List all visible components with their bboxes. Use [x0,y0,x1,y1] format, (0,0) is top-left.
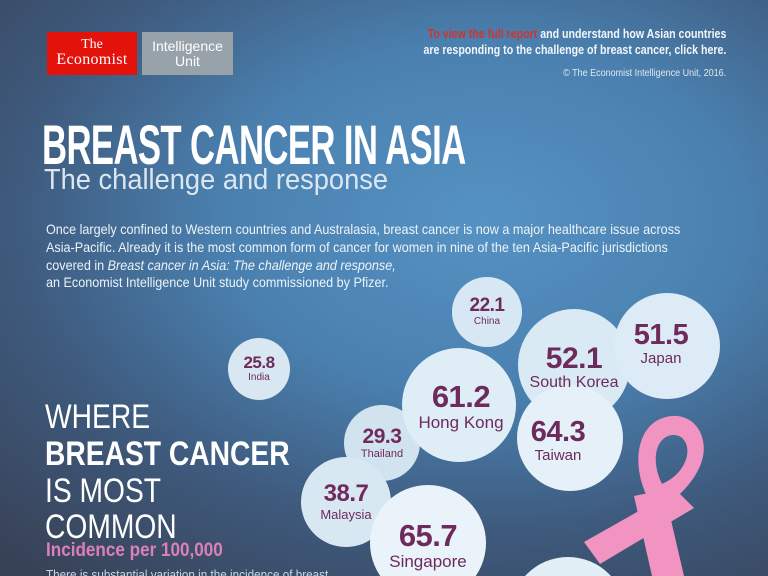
economist-logo: The Economist [47,32,137,75]
bubble-value: 52.1 [545,341,603,375]
eiu-logo-box: Intelligence Unit [142,32,233,75]
intro-line1: Once largely confined to Western countri… [46,221,681,237]
report-callout-rest[interactable]: and understand how Asian countries [536,27,726,41]
copyright-line: © The Economist Intelligence Unit, 2016. [562,68,726,79]
section-note-partial: There is substantial variation in the in… [46,567,329,576]
report-title-italic: Breast cancer in Asia: The challenge and… [107,256,396,273]
bubble-label: Taiwan [534,446,582,464]
bubble-label: Malaysia [320,507,372,523]
incidence-unit-label: Incidence per 100,000 [46,540,223,561]
bubble-taiwan: 64.3 Taiwan [517,385,623,491]
bubble-label: Thailand [360,447,404,460]
bubble-china: 22.1 China [452,277,522,347]
page-title: BREAST CANCER IN ASIA [42,113,466,176]
bubble-singapore: 65.7 Singapore [370,485,486,576]
section-heading-line4: COMMON [45,508,177,547]
intro-line2: Asia-Pacific. Already it is the most com… [46,238,668,255]
intro-line4: an Economist Intelligence Unit study com… [46,274,389,291]
bubble-label: Singapore [389,551,467,571]
report-callout-link[interactable]: To view the full report and understand h… [423,26,726,58]
report-callout-line2[interactable]: are responding to the challenge of breas… [423,43,726,57]
bubble-value: 38.7 [323,480,369,508]
intro-paragraph: Once largely confined to Western countri… [46,221,680,292]
bubble-label: India [248,372,270,384]
bubble-label: Japan [640,349,682,367]
bubble-value: 51.5 [633,318,689,351]
bubble-label: Hong Kong [418,412,504,432]
pink-ribbon-icon [584,415,704,576]
bubble-hong-kong: 61.2 Hong Kong [402,348,516,462]
economist-logo-line1: The [81,37,103,53]
section-heading: WHERE BREAST CANCER IS MOST COMMON [45,399,290,546]
bubble-label: China [473,316,501,328]
economist-logo-line2: Economist [56,51,128,69]
eiu-logo-line1: Intelligence [152,37,223,54]
bubble-value: 64.3 [530,415,586,448]
bubble-value: 29.3 [362,424,402,448]
section-heading-line1: WHERE [45,398,151,436]
bubble-value: 25.8 [243,353,275,373]
bubble-label: South Korea [529,373,619,391]
bubble-india: 25.8 India [228,338,290,400]
page-subtitle: The challenge and response [44,164,389,196]
section-heading-line2: BREAST CANCER [45,434,290,473]
bubble-value: 61.2 [431,378,491,414]
bubble-value: 65.7 [398,517,458,553]
bubble-japan: 51.5 Japan [614,293,720,399]
bubble-value: 22.1 [469,295,505,317]
intro-line3: covered in Breast cancer in Asia: The ch… [46,256,396,273]
eiu-logo-line2: Unit [175,52,200,69]
section-heading-line3: IS MOST [45,471,162,510]
report-callout-highlight[interactable]: To view the full report [427,27,537,41]
